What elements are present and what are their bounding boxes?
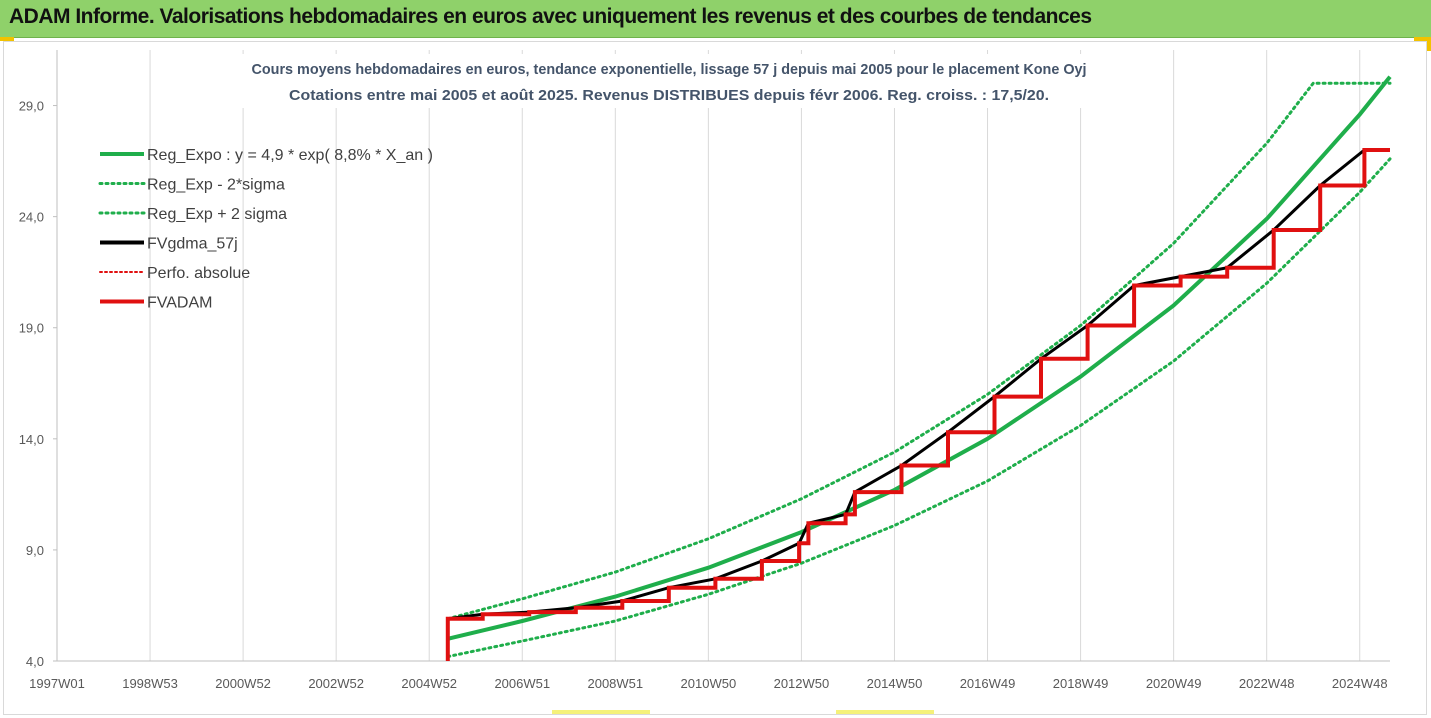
series-line-reg-exp-minus — [446, 157, 1392, 659]
x-tick-label: 2018W49 — [1053, 676, 1109, 691]
report-banner: ADAM Informe. Valorisations hebdomadaire… — [0, 0, 1431, 38]
axes: 1997W01 1998W53 2000W52 2002W52 2004W52 2006W… — [19, 50, 1390, 691]
chart-title-line-1: Cours moyens hebdomadaires en euros, ten… — [252, 61, 1087, 78]
bottom-tab-right — [836, 710, 934, 714]
legend-label: FVgdma_57j — [147, 236, 238, 253]
corner-marker-right-edge — [1427, 37, 1431, 51]
x-tick-label: 2022W48 — [1239, 676, 1295, 691]
x-tick-label: 2000W52 — [215, 676, 271, 691]
series-line-fvgdma — [447, 148, 1390, 621]
x-tick-label: 2024W48 — [1332, 676, 1388, 691]
bottom-tab-left — [552, 710, 650, 714]
y-tick-label: 9,0 — [26, 543, 44, 558]
series-lines — [445, 75, 1392, 661]
title-backdrop — [214, 54, 1144, 108]
legend-label: Reg_Exp - 2*sigma — [147, 177, 285, 194]
y-tick-label: 29,0 — [19, 99, 44, 114]
legend-label: Perfo. absolue — [147, 265, 250, 282]
x-tick-label: 2008W51 — [587, 676, 643, 691]
series-line-reg-exp-plus — [446, 81, 1392, 621]
legend-label: Reg_Expo : y = 4,9 * exp( 8,8% * X_an ) — [147, 147, 433, 164]
x-tick-label: 2006W51 — [494, 676, 550, 691]
y-tick-label: 19,0 — [19, 321, 44, 336]
y-tick-label: 4,0 — [26, 654, 44, 669]
x-tick-label: 2020W49 — [1146, 676, 1202, 691]
chart-title-line-2: Cotations entre mai 2005 et août 2025. R… — [289, 87, 1049, 104]
x-tick-label: 2002W52 — [308, 676, 364, 691]
x-tick-label: 2014W50 — [867, 676, 923, 691]
legend-label: FVADAM — [147, 295, 212, 312]
x-tick-label: 1998W53 — [122, 676, 178, 691]
report-title: ADAM Informe. Valorisations hebdomadaire… — [9, 5, 1092, 28]
x-tick-label: 2012W50 — [774, 676, 830, 691]
x-tick-label: 2016W49 — [960, 676, 1016, 691]
y-tick-label: 24,0 — [19, 210, 44, 225]
x-tick-label: 2010W50 — [681, 676, 737, 691]
gridlines — [56, 50, 1361, 661]
chart-area: 1997W01 1998W53 2000W52 2002W52 2004W52 2006W… — [3, 41, 1427, 715]
series-line-fvadam — [445, 148, 1390, 661]
x-tick-label: 2004W52 — [401, 676, 457, 691]
chart-svg: 1997W01 1998W53 2000W52 2002W52 2004W52 2006W… — [19, 50, 1392, 691]
y-tick-label: 14,0 — [19, 432, 44, 447]
legend: Reg_Expo : y = 4,9 * exp( 8,8% * X_an ) R… — [98, 147, 433, 312]
legend-label: Reg_Exp + 2 sigma — [147, 206, 287, 223]
corner-marker-left — [0, 37, 14, 41]
x-tick-label: 1997W01 — [29, 676, 85, 691]
corner-marker-right — [1414, 37, 1431, 41]
